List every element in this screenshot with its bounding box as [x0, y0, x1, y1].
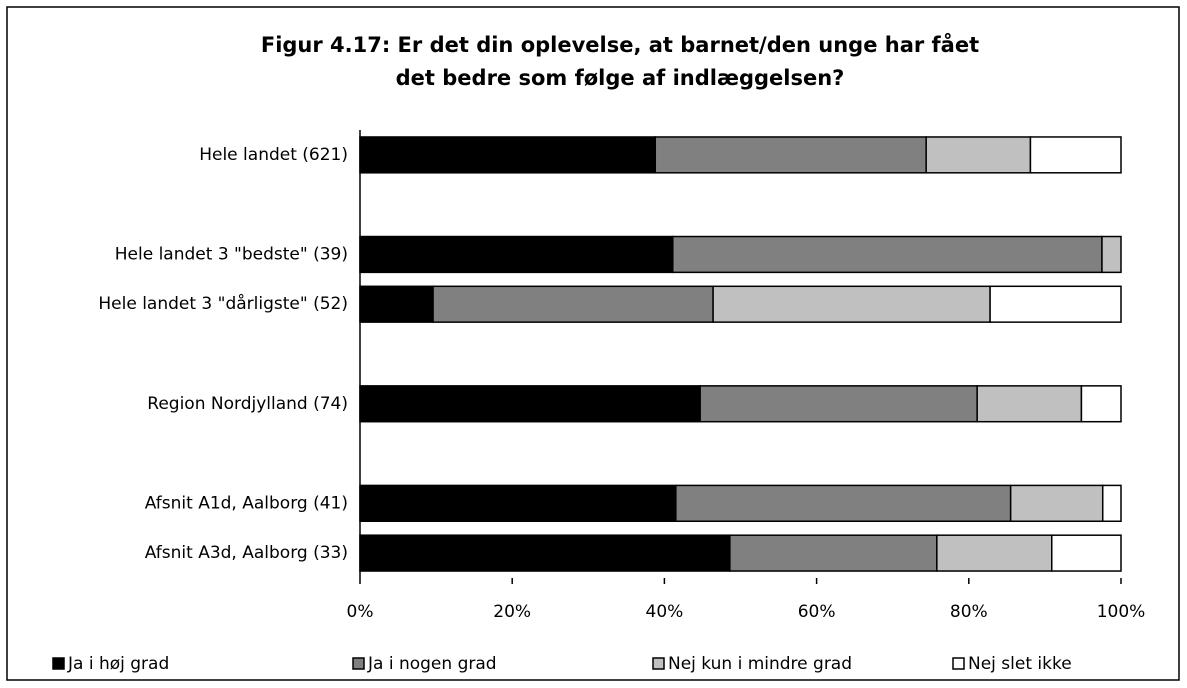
- bar-segment: [989, 285, 1122, 323]
- y-tick-label: Hele landet 3 "dårligste" (52): [98, 293, 348, 314]
- bar-segment: [699, 385, 978, 423]
- bar-segment: [936, 534, 1053, 572]
- bar-segment: [359, 534, 731, 572]
- bar-segment: [729, 534, 938, 572]
- bar-segment: [1101, 484, 1122, 523]
- legend-label: Ja i høj grad: [67, 654, 169, 674]
- bar-segment: [925, 136, 1032, 174]
- bar-segment: [712, 285, 991, 323]
- bar-segment: [359, 235, 674, 274]
- x-tick-label: 100%: [1097, 602, 1146, 622]
- bar-segment: [359, 484, 677, 523]
- legend-swatch: [952, 657, 965, 670]
- bar-segment: [1080, 385, 1122, 423]
- y-tick-label: Hele landet 3 "bedste" (39): [115, 244, 348, 264]
- legend-label: Ja i nogen grad: [367, 654, 497, 674]
- x-tick-label: 60%: [798, 602, 836, 622]
- legend-label: Nej kun i mindre grad: [668, 654, 852, 674]
- legend-label: Nej slet ikke: [968, 654, 1072, 674]
- bar-segment: [976, 385, 1083, 423]
- bar-segment: [432, 285, 714, 323]
- x-tick-label: 20%: [493, 602, 531, 622]
- chart-title: det bedre som følge af indlæggelsen?: [396, 66, 845, 90]
- x-tick-label: 0%: [347, 602, 374, 622]
- legend-swatch: [352, 657, 365, 670]
- bar-segment: [359, 385, 701, 423]
- y-tick-label: Afsnit A3d, Aalborg (33): [145, 543, 348, 563]
- bar-segment: [359, 136, 657, 174]
- y-tick-label: Region Nordjylland (74): [147, 394, 348, 414]
- bar-segment: [1050, 534, 1122, 572]
- legend-swatch: [652, 657, 665, 670]
- x-tick-label: 80%: [950, 602, 988, 622]
- bar-segment: [672, 235, 1103, 274]
- bar-segment: [1101, 235, 1122, 274]
- bar-segment: [654, 136, 927, 174]
- x-tick-label: 40%: [646, 602, 684, 622]
- y-tick-label: Afsnit A1d, Aalborg (41): [145, 493, 348, 513]
- chart-border: [6, 6, 1180, 681]
- y-tick-label: Hele landet (621): [199, 145, 348, 165]
- bar-segment: [1029, 136, 1122, 174]
- bar-segment: [675, 484, 1012, 523]
- chart-title: Figur 4.17: Er det din oplevelse, at bar…: [261, 32, 979, 57]
- legend-swatch: [52, 657, 65, 670]
- bar-segment: [359, 285, 434, 323]
- bar-segment: [1009, 484, 1104, 523]
